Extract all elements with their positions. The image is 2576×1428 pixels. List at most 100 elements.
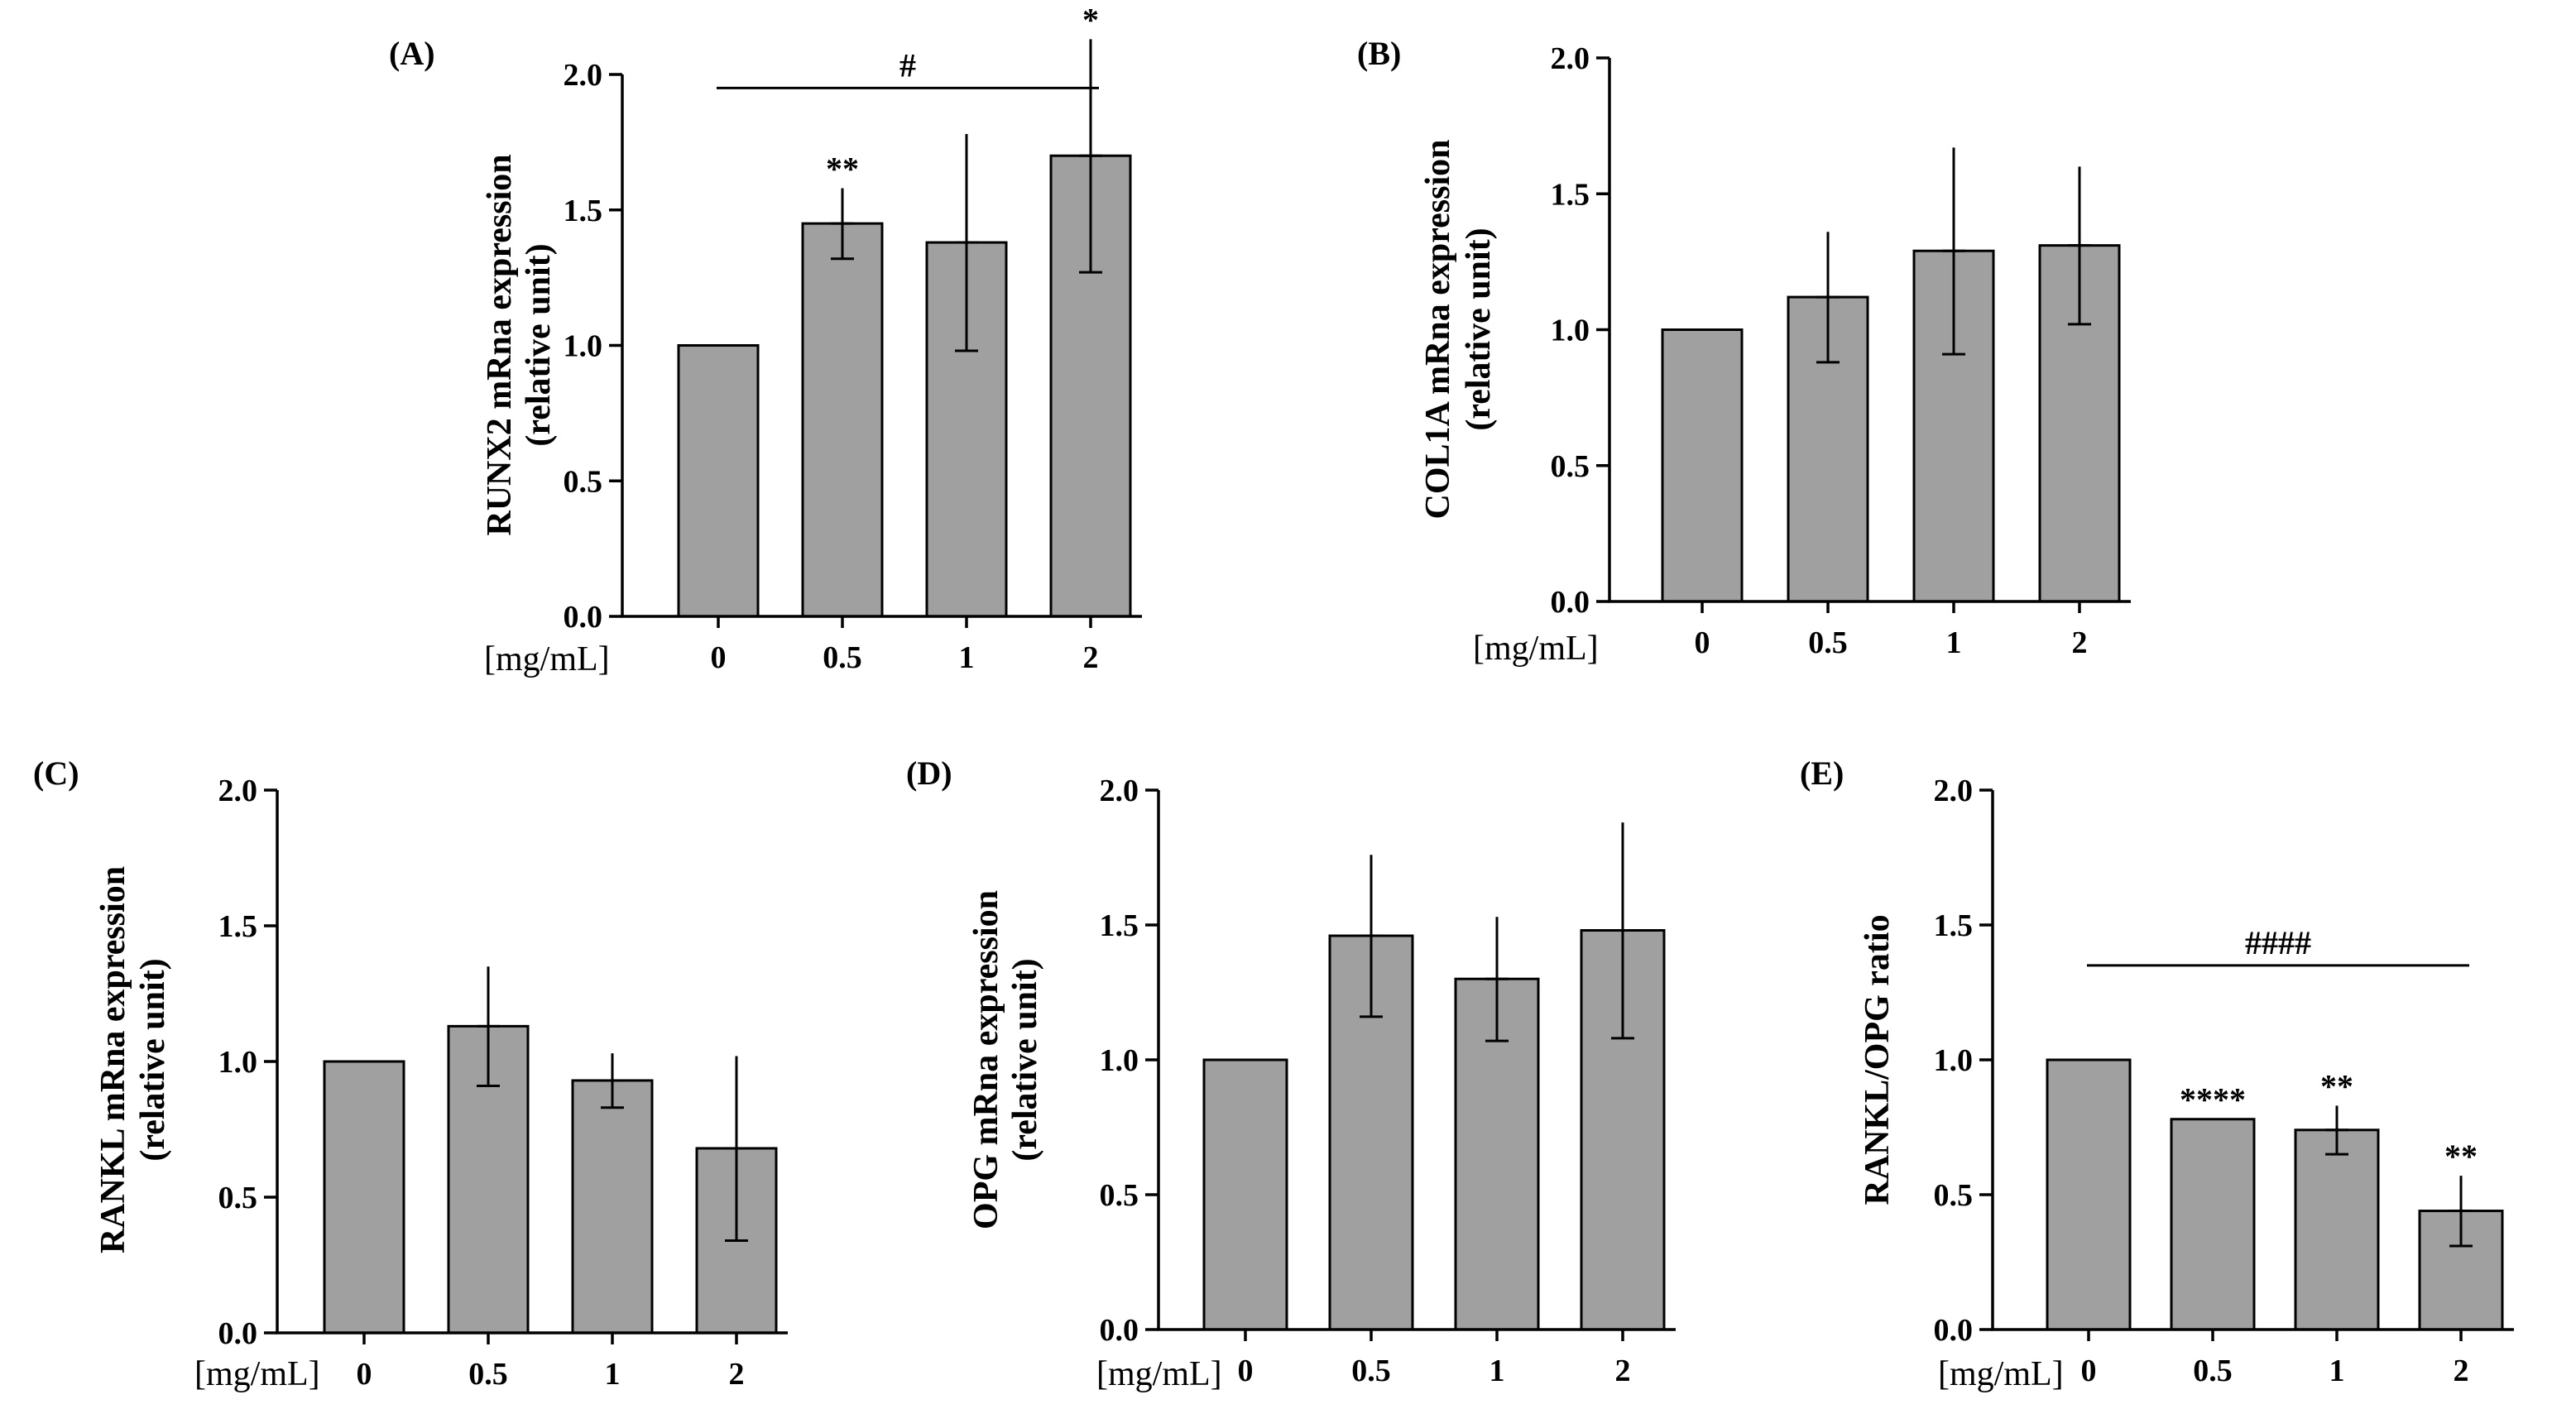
bar-0 <box>677 344 760 618</box>
bar-0 <box>323 1060 405 1335</box>
x-tick-label: 2 <box>1615 1354 1631 1388</box>
chart-panel-c: (C) 0 0.5 1 2 0.0 0.5 1.0 1.5 2.0 [mg/mL] RANKL mRn… <box>33 755 788 1393</box>
y-axis-title: RUNX2 mRna expression <box>481 154 519 535</box>
x-tick-label: 0.5 <box>823 640 862 675</box>
error-bar <box>831 188 854 261</box>
y-tick-label: 1.0 <box>1934 1043 1974 1078</box>
bracket-label: #### <box>2245 924 2311 961</box>
y-tick-label: 0.5 <box>1551 449 1590 484</box>
error-bar <box>1079 39 1102 274</box>
y-axis-subtitle: (relative unit) <box>1460 228 1498 430</box>
unit-label: [mg/mL] <box>194 1355 320 1393</box>
y-axis-subtitle: (relative unit) <box>1006 958 1044 1161</box>
x-tick-label: 0 <box>711 640 727 675</box>
error-bar <box>2068 166 2091 326</box>
significance-mark: ** <box>2320 1067 2353 1105</box>
unit-label: [mg/mL] <box>1096 1355 1222 1393</box>
unit-label: [mg/mL] <box>1938 1355 2064 1393</box>
y-tick-label: 0.5 <box>564 464 603 499</box>
x-tick-label: 0.5 <box>1808 625 1848 660</box>
x-tick-label: 0 <box>1238 1354 1254 1388</box>
x-tick-label: 2 <box>2454 1354 2469 1388</box>
error-bar <box>601 1053 624 1109</box>
x-tick-label: 0 <box>2081 1354 2097 1388</box>
chart-panel-b: (B) 0 0.5 1 2 0.0 0.5 1.0 1.5 2.0 [mg/mL] COL1A mRn… <box>1357 35 2131 668</box>
y-tick-label: 2.0 <box>218 774 258 808</box>
bar-0.5 <box>2170 1118 2256 1331</box>
error-bar <box>2325 1105 2348 1156</box>
error-bar <box>477 966 500 1088</box>
y-tick-label: 2.0 <box>564 58 603 93</box>
significance-mark: ** <box>826 151 859 188</box>
y-tick-label: 2.0 <box>1934 774 1974 808</box>
bar-0 <box>2046 1058 2132 1331</box>
error-bar <box>1816 232 1840 364</box>
x-tick-label: 0.5 <box>468 1357 508 1392</box>
bar-1 <box>571 1079 654 1335</box>
error-bar <box>725 1056 748 1242</box>
y-tick-label: 1.0 <box>218 1045 258 1080</box>
x-tick-label: 1 <box>2329 1354 2345 1388</box>
y-tick-label: 0.0 <box>218 1316 258 1351</box>
error-bar <box>1611 822 1634 1040</box>
x-tick-label: 1 <box>1946 625 1962 660</box>
y-tick-label: 0.0 <box>1100 1313 1139 1348</box>
bar-0 <box>1202 1058 1288 1331</box>
y-tick-label: 1.5 <box>1934 908 1974 943</box>
y-tick-label: 1.0 <box>1551 314 1590 348</box>
chart-panel-a: (A) 0 ** 0.5 1 * 2 0.0 0.5 1.0 1.5 2.0 [mg/mL] RUNX2 … <box>389 1 1142 678</box>
y-tick-label: 1.5 <box>218 909 258 944</box>
y-tick-label: 0.0 <box>1934 1313 1974 1348</box>
y-tick-label: 1.5 <box>1551 177 1590 212</box>
y-axis-title: OPG mRna expression <box>967 890 1005 1229</box>
significance-mark: **** <box>2180 1081 2246 1119</box>
y-axis-title: RANKL mRna expression <box>94 866 132 1253</box>
unit-label: [mg/mL] <box>1473 630 1599 668</box>
y-tick-label: 2.0 <box>1100 774 1139 808</box>
bar-1 <box>2294 1129 2380 1331</box>
error-bar <box>1942 147 1965 356</box>
error-bar <box>1485 917 1509 1042</box>
chart-panel-e: (E) 0 **** 0.5 ** 1 ** 2 0.0 0.5 1.0 1.5 2.0 [mg/mL] R… <box>1800 755 2514 1393</box>
panel-label: (B) <box>1357 35 1401 72</box>
y-tick-label: 0.0 <box>564 600 603 635</box>
x-tick-label: 1 <box>959 640 975 675</box>
x-tick-label: 2 <box>2072 625 2088 660</box>
y-tick-label: 1.0 <box>564 329 603 364</box>
y-axis-subtitle: (relative unit) <box>520 243 558 446</box>
y-axis-title: COL1A mRna expression <box>1419 140 1457 520</box>
x-tick-label: 0.5 <box>1351 1354 1391 1388</box>
y-axis-title: RANKL/OPG ratio <box>1859 914 1897 1205</box>
y-tick-label: 2.0 <box>1551 41 1590 76</box>
significance-mark: ** <box>2444 1138 2478 1175</box>
x-tick-label: 2 <box>1083 640 1099 675</box>
y-tick-label: 0.5 <box>218 1181 258 1215</box>
panel-label: (D) <box>906 755 952 792</box>
bracket-label: # <box>899 46 916 84</box>
x-tick-label: 0 <box>1695 625 1710 660</box>
error-bar <box>2449 1176 2473 1248</box>
y-tick-label: 1.5 <box>1100 908 1139 943</box>
bar-0 <box>1661 328 1744 603</box>
significance-mark: * <box>1082 1 1099 38</box>
y-tick-label: 0.0 <box>1551 585 1590 620</box>
x-tick-label: 2 <box>729 1357 745 1392</box>
panel-label: (A) <box>389 35 435 72</box>
unit-label: [mg/mL] <box>484 640 610 678</box>
error-bar <box>955 134 978 352</box>
x-tick-label: 0 <box>357 1357 372 1392</box>
x-tick-label: 1 <box>1489 1354 1505 1388</box>
x-tick-label: 1 <box>605 1357 621 1392</box>
panel-label: (E) <box>1800 755 1844 792</box>
y-axis-subtitle: (relative unit) <box>134 958 172 1161</box>
y-tick-label: 0.5 <box>1100 1178 1139 1213</box>
x-tick-label: 0.5 <box>2193 1354 2233 1388</box>
y-tick-label: 1.0 <box>1100 1043 1139 1078</box>
y-tick-label: 0.5 <box>1934 1178 1974 1213</box>
bar-0.5 <box>801 222 884 618</box>
chart-panel-d: (D) 0 0.5 1 2 0.0 0.5 1.0 1.5 2.0 [mg/mL] OPG mRna … <box>906 755 1676 1393</box>
panel-label: (C) <box>33 755 79 792</box>
error-bar <box>1360 855 1383 1018</box>
